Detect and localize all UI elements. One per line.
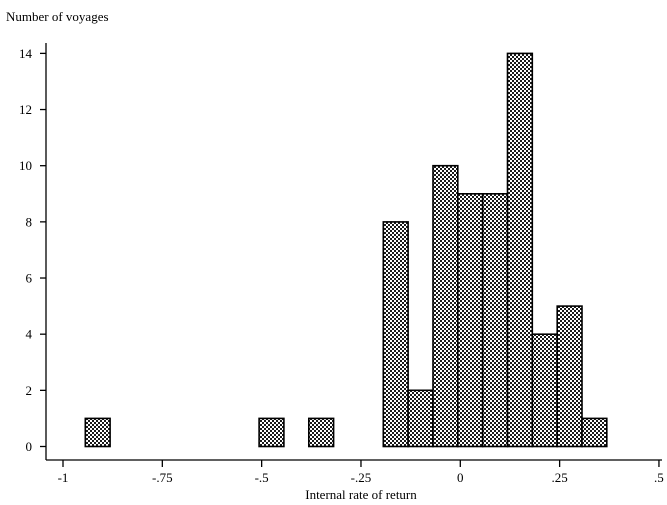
x-axis-title: Internal rate of return xyxy=(305,487,417,502)
y-axis-title: Number of voyages xyxy=(6,9,109,24)
x-tick-label-0: -1 xyxy=(58,470,69,485)
x-tick-label-5: .25 xyxy=(552,470,568,485)
y-tick-label-4: 8 xyxy=(26,214,33,229)
y-tick-label-2: 4 xyxy=(26,327,33,342)
histogram-bar-11 xyxy=(556,305,583,448)
x-tick-label-3: -.25 xyxy=(351,470,372,485)
y-tick-label-1: 2 xyxy=(26,383,33,398)
y-tick-label-6: 12 xyxy=(19,102,32,117)
histogram-bar-3 xyxy=(307,417,335,448)
x-tick-label-6: .5 xyxy=(654,470,664,485)
x-ticks-group: -1 -.75 -.5 -.25 0 .25 .5 xyxy=(58,460,664,485)
histogram-bar-10 xyxy=(531,333,558,448)
histogram-bar-8 xyxy=(481,193,509,448)
y-tick-label-3: 6 xyxy=(26,271,33,286)
y-tick-label-7: 14 xyxy=(19,46,33,61)
y-tick-label-0: 0 xyxy=(26,439,33,454)
histogram-bar-4 xyxy=(382,221,409,448)
histogram-bar-1 xyxy=(84,417,111,448)
histogram-bar-9 xyxy=(506,52,534,448)
histogram-bar-6 xyxy=(432,164,459,448)
x-tick-label-4: 0 xyxy=(457,470,464,485)
bars-group xyxy=(84,52,608,448)
histogram-bar-7 xyxy=(456,193,484,448)
x-tick-label-2: -.5 xyxy=(255,470,269,485)
y-ticks-group: 0 2 4 6 8 10 12 14 xyxy=(19,46,46,454)
histogram-bar-12 xyxy=(581,417,608,448)
histogram-bar-2 xyxy=(258,417,285,448)
histogram-bar-5 xyxy=(407,389,434,448)
x-tick-label-1: -.75 xyxy=(152,470,173,485)
y-tick-label-5: 10 xyxy=(19,158,32,173)
